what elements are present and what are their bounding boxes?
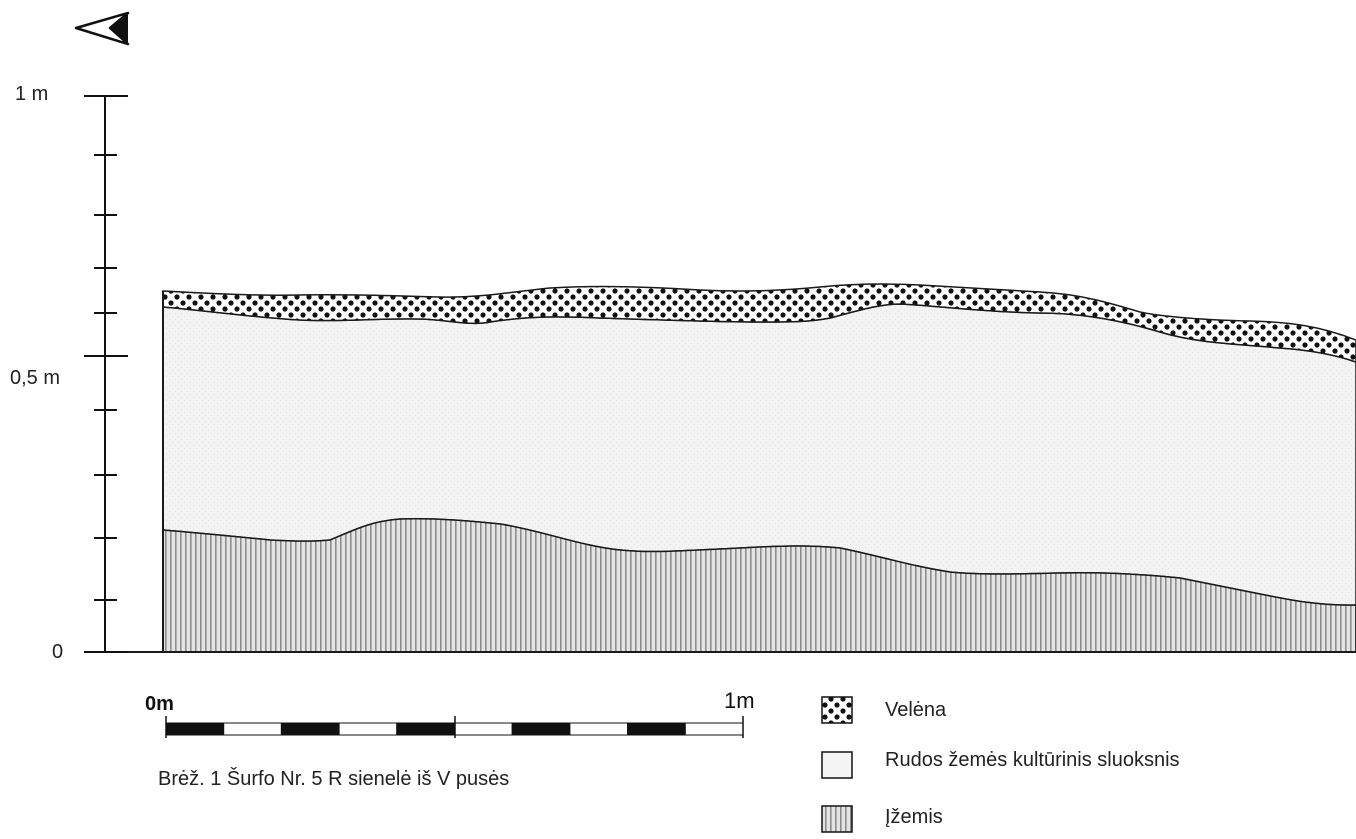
legend: Velėna Rudos žemės kultūrinis sluoksnis …: [821, 696, 1180, 833]
layer-velena: [162, 283, 1356, 363]
scale-label-mid: 0,5 m: [10, 367, 60, 389]
scale-segment: [627, 722, 686, 736]
scale-start-label: 0m: [145, 693, 174, 715]
north-arrow-icon: [74, 11, 130, 46]
scale-segment: [223, 722, 282, 736]
scale-segment: [454, 722, 513, 736]
legend-swatch-lines: [821, 805, 853, 833]
legend-label-ruda: Rudos žemės kultūrinis sluoksnis: [885, 749, 1180, 771]
legend-label-velena: Velėna: [885, 699, 947, 721]
horizontal-scale-bar: 0m 1m: [145, 688, 755, 738]
legend-swatch-plain: [821, 751, 853, 779]
scale-segment: [396, 722, 455, 736]
soil-profile: [128, 283, 1356, 653]
scale-segment: [684, 722, 744, 736]
scale-segment: [338, 722, 398, 736]
scale-segment: [569, 722, 629, 736]
scale-segment: [280, 722, 340, 736]
legend-item-izemis: Įžemis: [821, 805, 943, 833]
scale-label-top: 1 m: [15, 83, 48, 105]
vertical-scale: 1 m 0,5 m 0: [10, 83, 128, 663]
scale-label-zero: 0: [52, 641, 63, 663]
scale-segments: [165, 722, 744, 736]
legend-item-velena: Velėna: [821, 696, 947, 724]
scale-end-label: 1m: [724, 688, 755, 713]
figure-caption: Brėž. 1 Šurfo Nr. 5 R sienelė iš V pusės: [158, 767, 509, 790]
legend-label-izemis: Įžemis: [885, 806, 943, 828]
legend-swatch-dots: [821, 696, 853, 724]
scale-segment: [165, 722, 225, 736]
scale-segment: [511, 722, 571, 736]
legend-item-ruda: Rudos žemės kultūrinis sluoksnis: [821, 749, 1180, 779]
layer-izemis: [162, 518, 1356, 653]
